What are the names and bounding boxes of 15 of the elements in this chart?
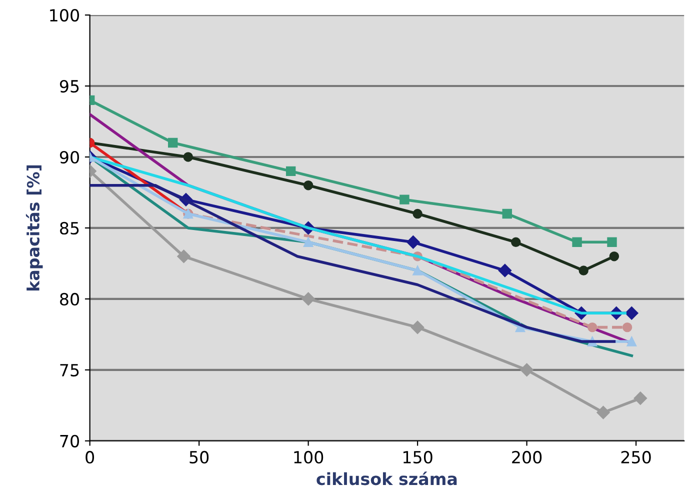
y-tick-label: 70 xyxy=(60,434,79,448)
y-tick-label: 100 xyxy=(50,8,79,22)
x-axis-title: ciklusok száma xyxy=(316,472,457,486)
x-tick-label: 200 xyxy=(512,450,542,464)
x-tick-label: 50 xyxy=(190,450,209,464)
y-tick-label: 75 xyxy=(60,364,79,376)
y-tick-label: 95 xyxy=(60,80,79,93)
x-tick-label: 0 xyxy=(86,450,94,464)
y-axis-title: kapacitás [%] xyxy=(26,165,43,291)
y-tick-label: 90 xyxy=(60,150,79,164)
x-tick-label: 150 xyxy=(403,450,432,464)
x-tick-label: 250 xyxy=(621,450,651,464)
x-tick-label: 100 xyxy=(294,450,324,464)
y-tick-label: 80 xyxy=(60,292,79,306)
y-tick-label: 85 xyxy=(60,222,79,235)
